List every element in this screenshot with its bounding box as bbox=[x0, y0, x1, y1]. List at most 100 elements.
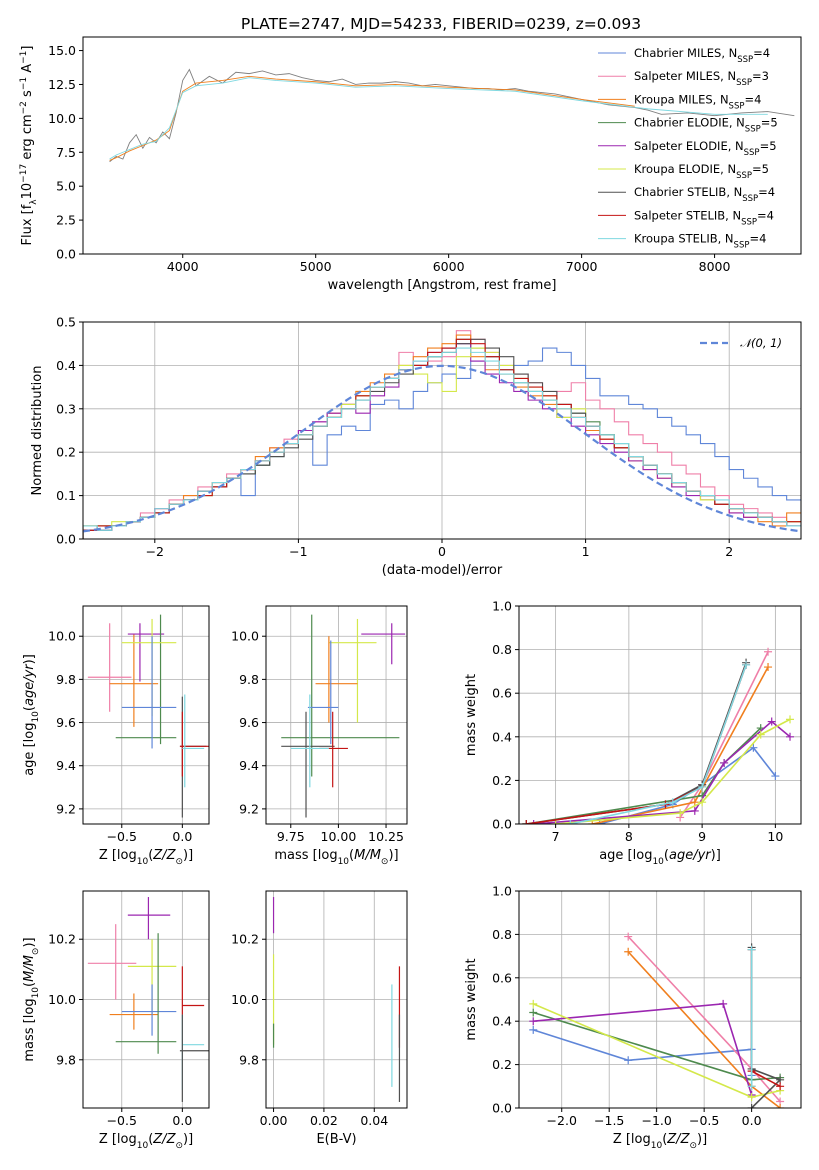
x-tick-label: 1 bbox=[582, 544, 590, 559]
legend-entry: Chabrier STELIB, NSSP=4 bbox=[634, 185, 775, 204]
y-tick-label: 9.4 bbox=[56, 758, 76, 773]
panel-age-vs-Z: −0.5 0.0 9.2 9.4 9.6 9.8 10.0 Z [log10(Z/Z⊙)] ag… bbox=[22, 605, 210, 867]
point-marker bbox=[529, 1008, 538, 1017]
panel-spectrum: 4000 5000 6000 7000 8000 0.0 2.5 5.0 7.5 10.0 12.5… bbox=[19, 36, 802, 293]
x-axis-label: Z [log10(Z/Z⊙)] bbox=[99, 1132, 193, 1151]
point-marker bbox=[698, 798, 707, 807]
x-tick-label: −0.5 bbox=[689, 1113, 719, 1128]
point-marker bbox=[551, 820, 560, 824]
legend-entry: Kroupa MILES, NSSP=4 bbox=[634, 92, 761, 111]
plot-area bbox=[83, 330, 801, 539]
y-tick-label: 7.5 bbox=[56, 145, 76, 160]
point-marker bbox=[624, 947, 633, 956]
y-tick-label: 0.3 bbox=[56, 401, 76, 416]
point-marker bbox=[529, 1025, 538, 1034]
legend-entry: Chabrier MILES, NSSP=4 bbox=[634, 46, 770, 65]
axes-frame bbox=[518, 605, 802, 825]
x-tick-label: 0.0 bbox=[172, 1113, 192, 1128]
y-axis-label: mass [log10(M/M⊙)] bbox=[22, 937, 41, 1061]
point-marker bbox=[756, 730, 765, 739]
x-tick-label: 0.0 bbox=[742, 1113, 762, 1128]
x-tick-label: 10.00 bbox=[321, 829, 357, 844]
x-tick-label: 8 bbox=[625, 829, 633, 844]
y-tick-label: 15.0 bbox=[48, 43, 76, 58]
point-marker bbox=[747, 1104, 756, 1108]
point-marker bbox=[529, 999, 538, 1008]
y-tick-label: 0.8 bbox=[492, 927, 512, 942]
histogram-step-kroupa-stelib bbox=[83, 347, 801, 539]
x-tick-label: 9.75 bbox=[277, 829, 305, 844]
x-axis-label: Z [log10(Z/Z⊙)] bbox=[613, 1132, 707, 1151]
gaussian-curve bbox=[83, 364, 801, 533]
panel-residuals: −2 −1 0 1 2 0.0 0.1 0.2 0.3 0.4 0.5 (data-model)/er… bbox=[30, 315, 802, 578]
y-tick-label: 10.0 bbox=[48, 111, 76, 126]
point-marker bbox=[566, 820, 575, 824]
series-line bbox=[570, 664, 747, 824]
y-tick-label: 9.2 bbox=[239, 801, 259, 816]
point-marker bbox=[595, 820, 604, 824]
x-tick-label: 8000 bbox=[699, 259, 731, 274]
x-tick-label: −2.0 bbox=[547, 1113, 577, 1128]
x-tick-label: 9 bbox=[698, 829, 706, 844]
y-tick-label: 0.6 bbox=[492, 970, 512, 985]
y-tick-label: 0.2 bbox=[492, 773, 512, 788]
y-tick-label: 10.2 bbox=[48, 932, 76, 947]
y-axis-label: Normed distribution bbox=[30, 366, 45, 496]
axes-frame bbox=[82, 605, 210, 825]
y-axis-label: mass weight bbox=[464, 674, 479, 756]
axes-frame bbox=[82, 36, 802, 255]
x-tick-label: 7000 bbox=[566, 259, 598, 274]
legend-entry: Kroupa ELODIE, NSSP=5 bbox=[634, 162, 769, 181]
chart-panels: 4000 5000 6000 7000 80000.02.55.07.510.012.5… bbox=[19, 36, 802, 1151]
x-tick-label: −1.5 bbox=[594, 1113, 624, 1128]
y-tick-label: 0.4 bbox=[56, 358, 76, 373]
y-tick-label: 0.1 bbox=[56, 488, 76, 503]
plot-area bbox=[87, 614, 209, 818]
y-tick-label: 10.0 bbox=[48, 629, 76, 644]
y-tick-label: 9.2 bbox=[56, 801, 76, 816]
series-line-observed bbox=[109, 68, 795, 163]
y-tick-label: 2.5 bbox=[56, 213, 76, 228]
panel-weight-vs-age: 7 8 9 10 0.0 0.2 0.4 0.6 0.8 1.0 age [log10(age/yr… bbox=[464, 599, 802, 867]
point-marker bbox=[719, 999, 728, 1008]
y-tick-label: 10.0 bbox=[231, 629, 259, 644]
series-line-model-b bbox=[109, 77, 768, 160]
point-marker bbox=[749, 743, 758, 752]
x-axis-label: Z [log10(Z/Z⊙)] bbox=[99, 848, 193, 867]
y-tick-label: 0.2 bbox=[56, 445, 76, 460]
point-marker bbox=[529, 1017, 538, 1026]
point-marker bbox=[690, 806, 699, 815]
point-marker bbox=[747, 945, 756, 954]
panel-mass-vs-Z: −0.5 0.0 9.8 10.0 10.2 Z [log10(Z/Z⊙)] mass [l… bbox=[22, 890, 210, 1151]
legend-entry: Salpeter ELODIE, NSSP=5 bbox=[634, 139, 777, 158]
y-tick-label: 0.0 bbox=[56, 247, 76, 262]
axes-frame bbox=[265, 605, 408, 825]
x-tick-label: 6000 bbox=[433, 259, 465, 274]
y-tick-label: 0.0 bbox=[492, 1101, 512, 1116]
y-tick-label: 10.2 bbox=[231, 932, 259, 947]
plot-area bbox=[529, 932, 785, 1108]
y-tick-label: 9.8 bbox=[239, 1052, 259, 1067]
legend-entry: Salpeter STELIB, NSSP=4 bbox=[634, 208, 774, 227]
point-marker bbox=[529, 820, 538, 824]
x-tick-label: 7 bbox=[552, 829, 560, 844]
point-marker bbox=[698, 782, 707, 791]
point-marker bbox=[624, 1056, 633, 1065]
x-tick-label: 10 bbox=[767, 829, 783, 844]
point-marker bbox=[764, 663, 773, 672]
x-tick-label: −2 bbox=[146, 544, 164, 559]
point-marker bbox=[767, 717, 776, 726]
legend-entry: Chabrier ELODIE, NSSP=5 bbox=[634, 116, 778, 135]
x-tick-label: −1.0 bbox=[641, 1113, 671, 1128]
series-line bbox=[526, 727, 762, 824]
plot-area bbox=[272, 897, 401, 1102]
panel-mass-vs-ebv: 0.00 0.02 0.04 9.8 10.0 10.2 E(B-V) bbox=[231, 890, 408, 1147]
point-marker bbox=[742, 660, 751, 669]
y-tick-label: 9.6 bbox=[56, 715, 76, 730]
point-marker bbox=[690, 798, 699, 807]
y-tick-label: 9.4 bbox=[239, 758, 259, 773]
y-axis-label: mass weight bbox=[464, 958, 479, 1040]
point-marker bbox=[624, 932, 633, 941]
